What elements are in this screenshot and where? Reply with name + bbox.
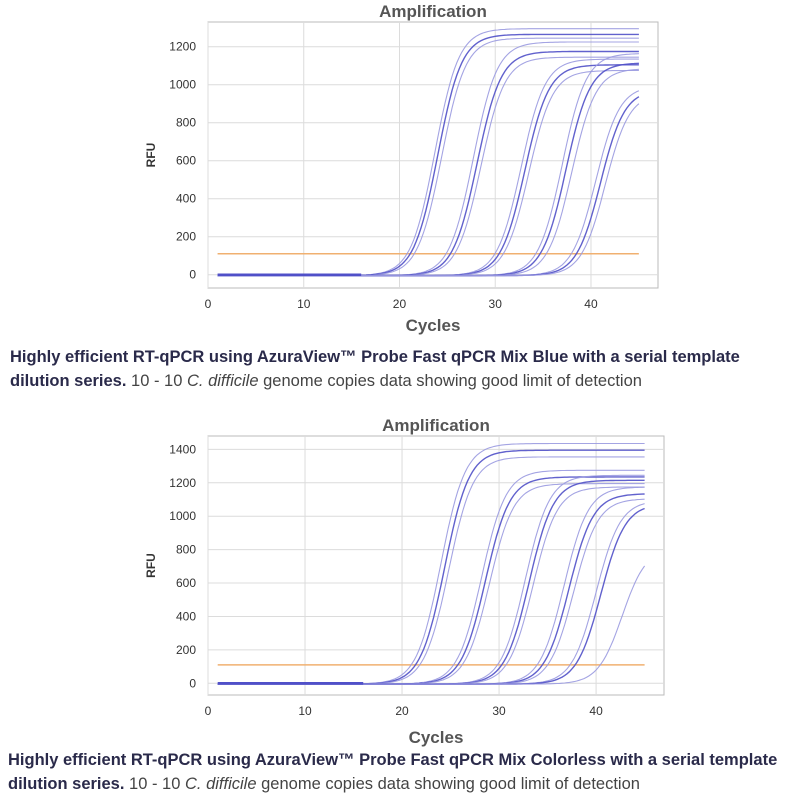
amplification-chart-colorless: 0 200 400 600 800 1000 1200 1400 0 10 20 30 40 Amplif… xyxy=(144,416,665,747)
x-tick-label: 0 xyxy=(205,297,212,311)
x-tick-label: 40 xyxy=(584,297,598,311)
figure-colorless-mix: 0 200 400 600 800 1000 1200 1400 0 10 20 30 40 Amplif… xyxy=(0,408,800,800)
chart-title: Amplification xyxy=(382,416,490,435)
y-tick-label: 200 xyxy=(176,230,196,244)
caption-colorless-mix: Highly efficient RT-qPCR using AzuraView… xyxy=(8,748,788,796)
y-tick-label: 1400 xyxy=(169,442,196,456)
y-tick-label: 600 xyxy=(176,154,196,168)
y-tick-label: 0 xyxy=(189,268,196,282)
y-axis-label: RFU xyxy=(144,143,158,168)
caption-range-text: 10 - 10 xyxy=(124,775,185,793)
y-tick-label: 400 xyxy=(176,609,196,623)
y-tick-label: 1200 xyxy=(169,476,196,490)
y-tick-label: 1000 xyxy=(169,509,196,523)
x-tick-label: 10 xyxy=(298,704,312,718)
x-tick-label: 20 xyxy=(393,297,407,311)
caption-rest-text: genome copies data showing good limit of… xyxy=(258,372,642,390)
caption-range-text: 10 - 10 xyxy=(126,372,187,390)
caption-bold-text: Highly efficient RT-qPCR using AzuraView… xyxy=(8,751,778,793)
y-tick-label: 400 xyxy=(176,192,196,206)
caption-bold-text: Highly efficient RT-qPCR using AzuraView… xyxy=(10,348,740,390)
y-tick-label: 200 xyxy=(176,643,196,657)
y-tick-label: 1200 xyxy=(169,40,196,54)
chart-title: Amplification xyxy=(379,2,487,21)
x-axis-label: Cycles xyxy=(406,316,461,335)
y-axis-label: RFU xyxy=(144,553,158,578)
caption-organism-text: C. difficile xyxy=(185,775,257,793)
y-tick-label: 800 xyxy=(176,543,196,557)
x-tick-label: 10 xyxy=(297,297,311,311)
x-axis-label: Cycles xyxy=(409,728,464,747)
x-tick-label: 20 xyxy=(395,704,409,718)
caption-rest-text: genome copies data showing good limit of… xyxy=(256,775,640,793)
x-tick-label: 30 xyxy=(489,297,503,311)
x-tick-label: 30 xyxy=(492,704,506,718)
y-tick-label: 1000 xyxy=(169,78,196,92)
x-tick-label: 0 xyxy=(205,704,212,718)
amplification-chart-blue: 0 200 400 600 800 1000 1200 0 10 20 30 40 Amplificat… xyxy=(144,2,659,335)
caption-blue-mix: Highly efficient RT-qPCR using AzuraView… xyxy=(10,345,790,393)
y-tick-label: 600 xyxy=(176,576,196,590)
y-tick-label: 800 xyxy=(176,116,196,130)
x-tick-label: 40 xyxy=(589,704,603,718)
y-tick-label: 0 xyxy=(189,676,196,690)
caption-organism-text: C. difficile xyxy=(187,372,259,390)
figure-blue-mix: 0 200 400 600 800 1000 1200 0 10 20 30 40 Amplificat… xyxy=(10,2,790,393)
plot-area xyxy=(207,435,665,696)
